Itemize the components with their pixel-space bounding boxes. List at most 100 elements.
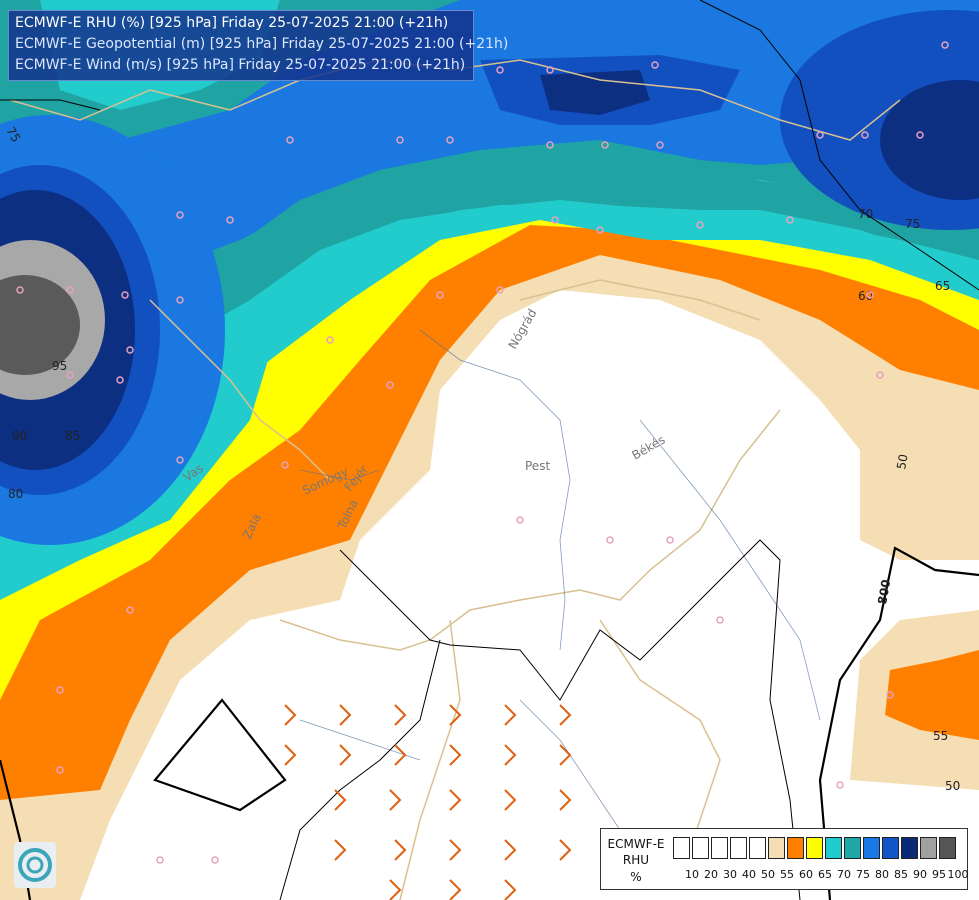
rh-cyclone-right-85 [880, 80, 979, 200]
wind-barb-calm [551, 216, 559, 224]
legend-unit: % [630, 870, 642, 884]
wind-barb-calm [886, 691, 894, 699]
contour-label-65: 65 [935, 279, 950, 293]
legend-swatch [939, 837, 956, 859]
legend-tick: 40 [742, 868, 756, 881]
wind-barb-calm [546, 66, 554, 74]
wind-barb-strong [389, 879, 402, 900]
wind-barb-calm [436, 291, 444, 299]
wind-barb-calm [176, 456, 184, 464]
wind-barb-strong [334, 789, 347, 811]
contour-label-75: 75 [905, 217, 920, 231]
legend-tick: 70 [837, 868, 851, 881]
rh-cyclone-95 [0, 275, 80, 375]
contour-label-85: 85 [65, 429, 80, 443]
wind-barb-calm [16, 286, 24, 294]
legend-swatch [749, 837, 766, 859]
legend-swatch [787, 837, 804, 859]
legend-tick: 90 [913, 868, 927, 881]
wind-barb-calm [816, 131, 824, 139]
contour-label-800: 800 [875, 578, 893, 605]
wind-barb-calm [211, 856, 219, 864]
legend-tick: 60 [799, 868, 813, 881]
wind-barb-calm [156, 856, 164, 864]
legend-tick: 80 [875, 868, 889, 881]
wind-barb-calm [116, 376, 124, 384]
legend-tick: 10 [685, 868, 699, 881]
wind-barb-calm [56, 686, 64, 694]
wind-barb-calm [176, 296, 184, 304]
wind-barb-calm [126, 346, 134, 354]
wind-barb-calm [716, 616, 724, 624]
contour-label-60: 60 [858, 289, 873, 303]
legend-tick: 65 [818, 868, 832, 881]
wind-barb-calm [516, 516, 524, 524]
region-label-pest: Pest [525, 459, 550, 473]
title-wind: ECMWF-E Wind (m/s) [925 hPa] Friday 25-0… [15, 57, 466, 73]
wind-barb-calm [546, 141, 554, 149]
contour-label-50-bottom: 50 [945, 779, 960, 793]
contour-label-70: 70 [858, 207, 873, 221]
wind-barb-strong [449, 879, 462, 900]
legend-swatch [768, 837, 785, 859]
wind-barb-calm [121, 291, 129, 299]
wind-barb-calm [66, 371, 74, 379]
wind-barb-strong [284, 744, 297, 766]
wind-barb-calm [496, 66, 504, 74]
legend-swatch [825, 837, 842, 859]
legend-swatch [692, 837, 709, 859]
wind-barb-calm [286, 136, 294, 144]
legend-tick: 50 [761, 868, 775, 881]
wind-barb-strong [504, 704, 517, 726]
wind-barb-calm [866, 291, 874, 299]
wind-barb-calm [916, 131, 924, 139]
legend-tick: 30 [723, 868, 737, 881]
wind-barb-strong [284, 704, 297, 726]
title-rhu: ECMWF-E RHU (%) [925 hPa] Friday 25-07-2… [15, 15, 449, 31]
wind-barb-strong [339, 744, 352, 766]
wind-barb-calm [396, 136, 404, 144]
wind-barb-calm [601, 141, 609, 149]
legend-title-variable: RHU [622, 853, 650, 867]
wind-barb-calm [326, 336, 334, 344]
rivers [299, 329, 821, 861]
wind-barb-calm [386, 381, 394, 389]
legend-tick: 100 [947, 868, 969, 881]
wind-barb-calm [446, 136, 454, 144]
contour-label-75-left: 75 [3, 125, 23, 145]
wind-barb-calm [836, 781, 844, 789]
wind-barb-calm [941, 41, 949, 49]
wind-barb-calm [656, 141, 664, 149]
legend-swatch [882, 837, 899, 859]
wind-barb-strong [449, 789, 462, 811]
legend-swatch [920, 837, 937, 859]
legend-swatch [730, 837, 747, 859]
wind-barb-strong [394, 839, 407, 861]
contour-label-95: 95 [52, 359, 67, 373]
wind-barb-strong [394, 704, 407, 726]
legend-tick: 55 [780, 868, 794, 881]
wind-barb-calm [66, 286, 74, 294]
legend-tick: 20 [704, 868, 718, 881]
legend-swatch [711, 837, 728, 859]
wind-barb-calm [651, 61, 659, 69]
wind-barb-strong [504, 879, 517, 900]
wind-barb-calm [666, 536, 674, 544]
legend-swatch [844, 837, 861, 859]
wind-barb-strong [504, 789, 517, 811]
wind-barb-strong [389, 789, 402, 811]
map-title-box: ECMWF-E RHU (%) [925 hPa] Friday 25-07-2… [8, 10, 509, 81]
wind-barb-calm [496, 286, 504, 294]
legend-swatch [863, 837, 880, 859]
wind-barb-strong [559, 839, 572, 861]
wind-barbs [16, 41, 949, 900]
rh-lobe-right-orange [885, 650, 979, 740]
wind-barb-calm [596, 226, 604, 234]
wind-barb-calm [786, 216, 794, 224]
wind-barb-calm [696, 221, 704, 229]
legend-tick: 85 [894, 868, 908, 881]
wind-barb-strong [339, 704, 352, 726]
title-geopotential: ECMWF-E Geopotential (m) [925 hPa] Frida… [15, 36, 509, 52]
